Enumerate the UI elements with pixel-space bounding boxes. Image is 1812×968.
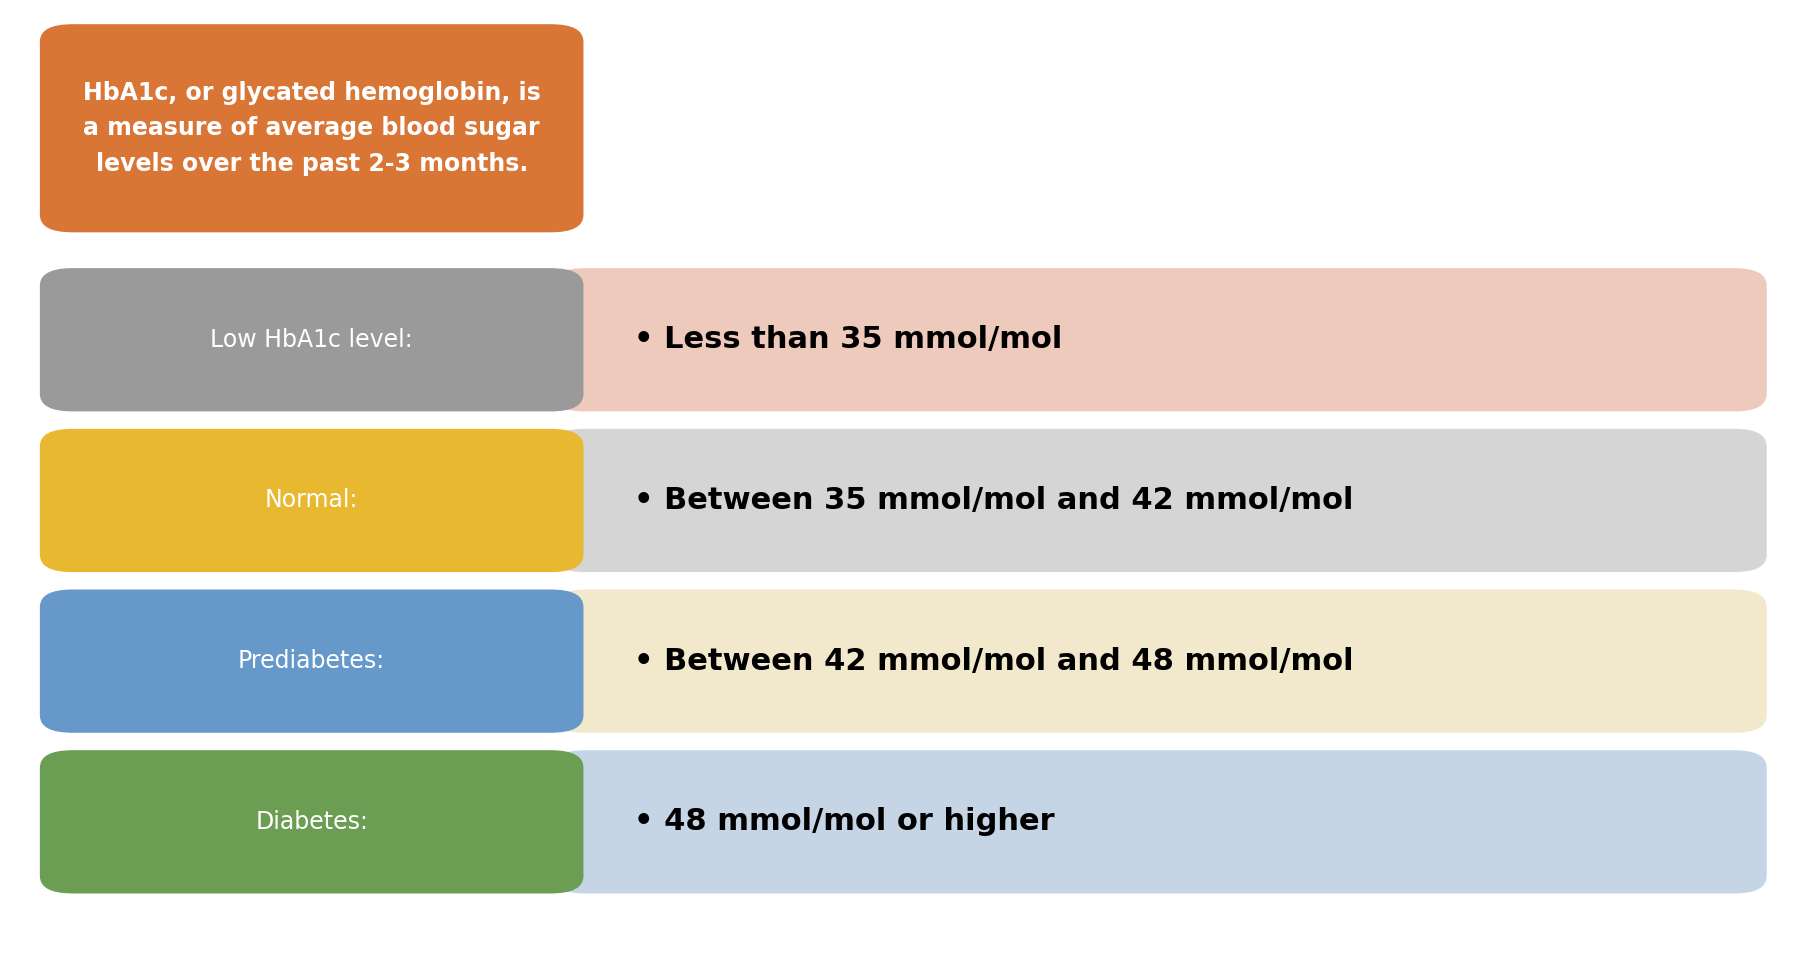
Text: • Less than 35 mmol/mol: • Less than 35 mmol/mol	[634, 325, 1062, 354]
FancyBboxPatch shape	[553, 590, 1767, 733]
Text: • Between 35 mmol/mol and 42 mmol/mol: • Between 35 mmol/mol and 42 mmol/mol	[634, 486, 1354, 515]
FancyBboxPatch shape	[553, 429, 1767, 572]
FancyBboxPatch shape	[40, 268, 583, 411]
Text: HbA1c, or glycated hemoglobin, is
a measure of average blood sugar
levels over t: HbA1c, or glycated hemoglobin, is a meas…	[83, 81, 540, 175]
FancyBboxPatch shape	[40, 429, 583, 572]
FancyBboxPatch shape	[40, 750, 583, 893]
Text: • Between 42 mmol/mol and 48 mmol/mol: • Between 42 mmol/mol and 48 mmol/mol	[634, 647, 1354, 676]
FancyBboxPatch shape	[40, 590, 583, 733]
Text: Diabetes:: Diabetes:	[255, 810, 368, 833]
Text: Low HbA1c level:: Low HbA1c level:	[210, 328, 413, 351]
Text: Prediabetes:: Prediabetes:	[237, 650, 386, 673]
FancyBboxPatch shape	[40, 24, 583, 232]
FancyBboxPatch shape	[553, 750, 1767, 893]
Text: • 48 mmol/mol or higher: • 48 mmol/mol or higher	[634, 807, 1055, 836]
FancyBboxPatch shape	[553, 268, 1767, 411]
Text: Normal:: Normal:	[265, 489, 359, 512]
